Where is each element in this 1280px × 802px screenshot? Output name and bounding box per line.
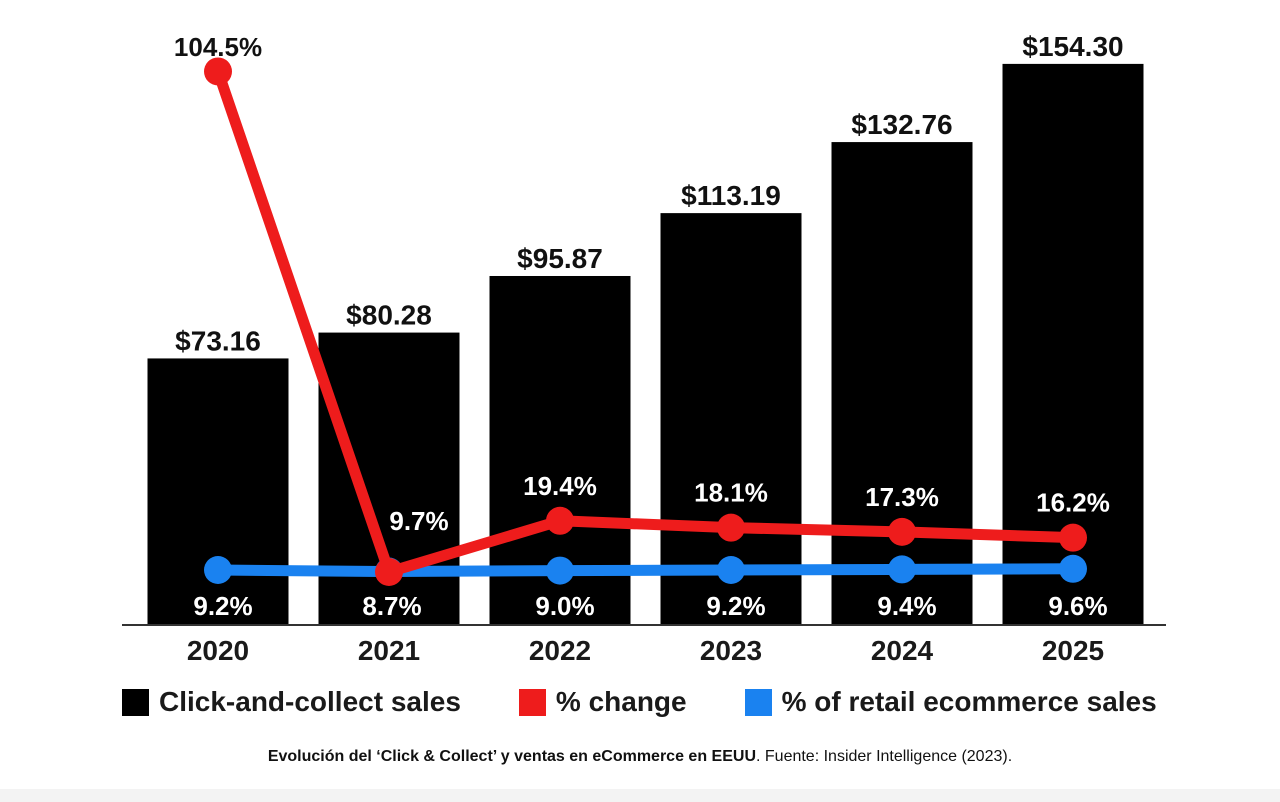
change-label-2024: 17.3% <box>865 482 939 512</box>
share-point-2023 <box>717 556 745 584</box>
bar-2020 <box>147 358 289 624</box>
legend-swatch-sales <box>122 688 149 716</box>
change-point-2024 <box>888 517 916 546</box>
legend-swatch-change <box>518 688 546 716</box>
x-tick-label-2021: 2021 <box>358 635 420 666</box>
x-tick-label-2022: 2022 <box>529 635 591 666</box>
chart-legend: Click-and-collect sales % change % of re… <box>122 686 1157 718</box>
change-label-2023: 18.1% <box>694 478 768 508</box>
share-label-2023: 9.2% <box>706 591 765 621</box>
share-label-2020: 9.2% <box>193 591 252 621</box>
share-point-2022 <box>546 556 574 585</box>
change-line <box>212 65 1079 578</box>
change-point-2022 <box>546 506 574 535</box>
change-point-2021 <box>375 558 403 586</box>
change-point-2020 <box>204 57 232 86</box>
x-tick-label-2024: 2024 <box>871 635 934 666</box>
legend-swatch-share <box>744 688 772 716</box>
bar-value-label-2021: $80.28 <box>346 300 432 331</box>
figure-caption: Evolución del ‘Click & Collect’ y ventas… <box>0 748 1280 766</box>
change-label-2021: 9.7% <box>389 506 448 536</box>
legend-label-change: % change <box>555 686 687 717</box>
change-point-2023 <box>717 513 745 542</box>
x-tick-label-2020: 2020 <box>187 635 249 666</box>
legend-item-change: % change <box>518 686 687 718</box>
bar-value-label-2020: $73.16 <box>175 325 261 356</box>
share-label-2021: 8.7% <box>362 591 421 621</box>
legend-item-share: % of retail ecommerce sales <box>744 686 1157 718</box>
bar-value-label-2023: $113.19 <box>681 180 781 211</box>
caption-title: Evolución del ‘Click & Collect’ y ventas… <box>267 748 756 765</box>
x-tick-label-2023: 2023 <box>700 635 762 666</box>
share-label-2025: 9.6% <box>1048 591 1107 621</box>
footer-band <box>0 789 1280 802</box>
legend-label-share: % of retail ecommerce sales <box>781 686 1157 717</box>
change-label-2020: 104.5% <box>174 32 262 62</box>
change-label-2022: 19.4% <box>523 471 597 501</box>
change-label-2025: 16.2% <box>1036 488 1110 518</box>
bar-value-label-2022: $95.87 <box>517 243 603 274</box>
legend-label-sales: Click-and-collect sales <box>159 686 461 717</box>
share-point-2025 <box>1059 554 1087 583</box>
bar-value-label-2024: $132.76 <box>851 109 952 140</box>
share-line <box>212 563 1079 577</box>
share-point-2020 <box>204 556 232 584</box>
bar-2023 <box>660 213 802 624</box>
change-point-2025 <box>1059 523 1087 552</box>
bar-value-label-2025: $154.30 <box>1022 31 1123 62</box>
share-label-2024: 9.4% <box>877 591 936 621</box>
legend-item-sales: Click-and-collect sales <box>122 686 461 718</box>
caption-source: . Fuente: Insider Intelligence (2023). <box>756 748 1013 765</box>
share-label-2022: 9.0% <box>535 591 594 621</box>
x-tick-label-2025: 2025 <box>1042 635 1104 666</box>
bar-2024 <box>831 142 973 624</box>
share-point-2024 <box>888 555 916 584</box>
